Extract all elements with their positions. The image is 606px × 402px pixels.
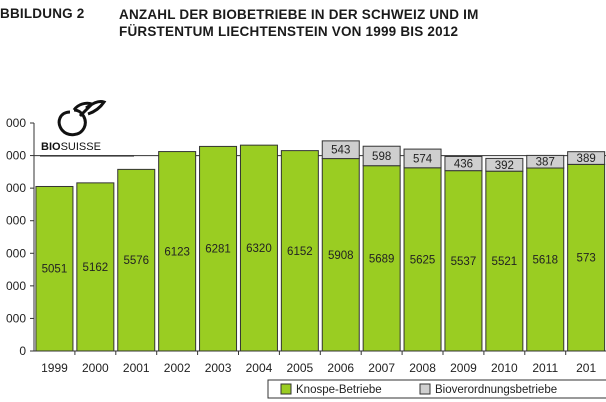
x-tick-label: 2011	[532, 361, 558, 375]
bar-knospe	[321, 158, 360, 352]
x-tick-label: 2007	[368, 361, 395, 375]
bar-knospe	[485, 170, 524, 352]
x-tick-label: 2003	[205, 361, 232, 375]
bar-knospe	[567, 163, 606, 352]
chart-title: ANZAHL DER BIOBETRIEBE IN DER SCHWEIZ UN…	[119, 6, 599, 40]
bar-label-bioverordnung: 574	[413, 153, 433, 165]
y-tick-label: 000	[6, 279, 26, 293]
bar-label-knospe: 5689	[369, 253, 395, 265]
bar-bioverordnung	[485, 157, 524, 172]
logo-wordmark: BIOSUISSE	[41, 141, 101, 153]
bar-bioverordnung	[526, 154, 565, 169]
bar-label-knospe: 5625	[410, 254, 436, 266]
bar-label-knospe: 5908	[328, 250, 354, 262]
bar-label-knospe: 5521	[492, 256, 518, 268]
bar-bioverordnung	[321, 140, 360, 160]
bio-suisse-logo: BIOSUISSE	[40, 100, 134, 157]
x-tick-label: 2005	[286, 361, 313, 375]
bar-knospe	[444, 170, 483, 352]
y-tick-label: 000	[6, 246, 26, 260]
y-tick-label: 0	[19, 344, 26, 358]
bar-label-knospe: 5576	[123, 255, 149, 267]
bar-knospe	[280, 150, 319, 352]
y-tick-label: 000	[6, 311, 26, 325]
y-tick-label: 000	[6, 214, 26, 228]
chart-title-line-1: ANZAHL DER BIOBETRIEBE IN DER SCHWEIZ UN…	[119, 7, 479, 22]
bar-knospe	[403, 167, 442, 352]
x-tick-label: 2008	[409, 361, 436, 375]
bar-label-bioverordnung: 392	[495, 160, 514, 172]
bar-label-bioverordnung: 387	[536, 157, 555, 169]
bar-knospe	[35, 185, 74, 352]
x-tick-label: 2002	[164, 361, 191, 375]
chart-header: BBILDUNG 2 ANZAHL DER BIOBETRIEBE IN DER…	[0, 6, 606, 56]
x-tick-label: 201	[576, 361, 596, 375]
bar-label-knospe: 5051	[42, 264, 68, 276]
bar-label-knospe: 5618	[532, 255, 558, 267]
bar-knospe	[76, 182, 115, 352]
x-tick-label: 2000	[82, 361, 109, 375]
bar-label-knospe: 6320	[246, 243, 272, 255]
bar-knospe	[362, 165, 401, 352]
figure-label: BBILDUNG 2	[0, 6, 85, 21]
bar-label-knospe: 6152	[287, 246, 313, 258]
x-tick-label: 1999	[41, 361, 68, 375]
x-tick-label: 2001	[123, 361, 150, 375]
y-tick-label: 000	[6, 181, 26, 195]
bar-label-knospe: 5162	[83, 262, 109, 274]
y-tick-label: 000	[6, 149, 26, 163]
x-tick-label: 2010	[491, 361, 518, 375]
bar-label-knospe: 573	[577, 253, 596, 265]
bar-label-knospe: 6281	[205, 244, 231, 256]
legend-label: Knospe-Betriebe	[296, 384, 382, 396]
x-tick-label: 2009	[450, 361, 477, 375]
legend-swatch	[419, 383, 431, 395]
y-tick-label: 000	[6, 116, 26, 130]
bar-label-knospe: 5537	[451, 256, 477, 268]
x-tick-label: 2004	[246, 361, 273, 375]
bar-bioverordnung	[362, 145, 401, 167]
chart-title-line-2: FÜRSTENTUM LIECHTENSTEIN VON 1999 BIS 20…	[119, 24, 459, 39]
legend-swatch	[280, 383, 292, 395]
plot-area: 0000000000000000000000505119995162200055…	[6, 116, 606, 375]
bar-label-bioverordnung: 598	[372, 151, 391, 163]
legend-label: Bioverordnungsbetriebe	[435, 384, 557, 396]
bar-knospe	[158, 151, 197, 352]
bar-label-knospe: 6123	[164, 246, 190, 258]
bar-knospe	[526, 167, 565, 352]
legend: Knospe-Betriebe Bioverordnungsbetriebe	[267, 379, 606, 399]
legend-box	[267, 379, 606, 399]
logo-bud-icon	[57, 100, 107, 137]
bar-knospe	[199, 145, 238, 352]
x-tick-label: 2006	[327, 361, 354, 375]
bar-label-bioverordnung: 436	[454, 159, 473, 171]
bar-bioverordnung	[444, 155, 483, 172]
bar-bioverordnung	[403, 148, 442, 169]
bar-bioverordnung	[567, 151, 606, 165]
bar-label-bioverordnung: 389	[577, 153, 596, 165]
bar-label-bioverordnung: 543	[331, 145, 350, 157]
